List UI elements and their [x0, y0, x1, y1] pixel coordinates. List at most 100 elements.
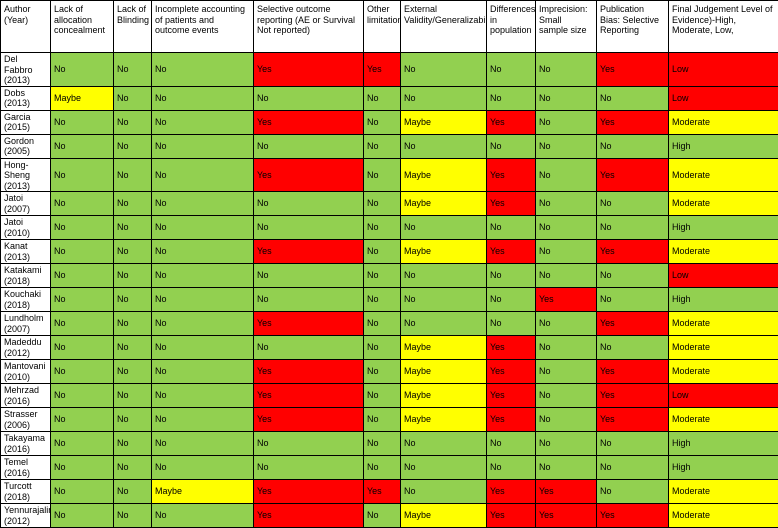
rating-cell: Yes [597, 408, 669, 432]
rating-cell: Yes [364, 53, 401, 87]
rating-cell: No [152, 336, 254, 360]
rating-cell: No [364, 288, 401, 312]
rating-cell: Maybe [401, 336, 487, 360]
rating-cell: No [152, 264, 254, 288]
column-header: Lack of Blinding [114, 1, 152, 53]
rating-cell: Yes [597, 312, 669, 336]
rating-cell: No [51, 134, 114, 158]
column-header: External Validity/Generalizability/Appli… [401, 1, 487, 53]
rating-cell: No [364, 110, 401, 134]
rating-cell: No [597, 264, 669, 288]
rating-cell: No [536, 408, 597, 432]
author-cell: Jatoi (2010) [1, 216, 51, 240]
rating-cell: No [487, 86, 536, 110]
rating-cell: Moderate [669, 192, 778, 216]
rating-cell: Yes [254, 312, 364, 336]
rating-cell: No [536, 264, 597, 288]
rating-cell: No [51, 216, 114, 240]
rating-cell: No [536, 336, 597, 360]
rating-cell: No [114, 134, 152, 158]
author-cell: Yennurajalingam (2012) [1, 504, 51, 528]
rating-cell: No [51, 504, 114, 528]
rating-cell: No [364, 216, 401, 240]
rating-cell: No [597, 134, 669, 158]
rating-cell: No [536, 312, 597, 336]
rating-cell: No [152, 360, 254, 384]
rating-cell: No [536, 384, 597, 408]
rating-cell: No [536, 216, 597, 240]
table-row: Yennurajalingam (2012)NoNoNoYesNoMaybeYe… [1, 504, 778, 528]
author-cell: Temel (2016) [1, 456, 51, 480]
rating-cell: No [152, 456, 254, 480]
column-header: Final Judgement Level of Evidence)-High,… [669, 1, 778, 53]
rating-cell: No [401, 480, 487, 504]
rating-cell: No [401, 312, 487, 336]
rating-cell: Yes [254, 158, 364, 192]
rating-cell: Moderate [669, 360, 778, 384]
rating-cell: No [536, 86, 597, 110]
rating-cell: No [254, 86, 364, 110]
rating-cell: No [487, 216, 536, 240]
rating-cell: No [152, 504, 254, 528]
rating-cell: Yes [487, 336, 536, 360]
author-cell: Kouchaki (2018) [1, 288, 51, 312]
rating-cell: Yes [254, 360, 364, 384]
rating-cell: No [401, 134, 487, 158]
rating-cell: No [364, 134, 401, 158]
rating-cell: No [114, 480, 152, 504]
rating-cell: No [597, 480, 669, 504]
rating-cell: No [401, 53, 487, 87]
rating-cell: No [364, 264, 401, 288]
rating-cell: No [487, 134, 536, 158]
rating-cell: No [114, 408, 152, 432]
rating-cell: No [536, 456, 597, 480]
rating-cell: No [401, 216, 487, 240]
rating-cell: High [669, 216, 778, 240]
rating-cell: No [51, 288, 114, 312]
rating-cell: No [536, 240, 597, 264]
rating-cell: No [51, 158, 114, 192]
rating-cell: No [152, 312, 254, 336]
rating-cell: High [669, 288, 778, 312]
rating-cell: No [254, 456, 364, 480]
rating-cell: Yes [487, 360, 536, 384]
rating-cell: High [669, 456, 778, 480]
rating-cell: Maybe [51, 86, 114, 110]
rating-cell: Moderate [669, 240, 778, 264]
rating-cell: No [364, 158, 401, 192]
rating-cell: No [152, 240, 254, 264]
rating-cell: Maybe [401, 504, 487, 528]
rating-cell: No [114, 432, 152, 456]
rating-cell: No [401, 432, 487, 456]
rating-cell: No [597, 216, 669, 240]
column-header: Imprecision: Small sample size [536, 1, 597, 53]
rating-cell: No [51, 408, 114, 432]
rating-cell: Low [669, 264, 778, 288]
rating-cell: No [152, 432, 254, 456]
rating-cell: No [152, 216, 254, 240]
rating-cell: Yes [364, 480, 401, 504]
rating-cell: No [597, 86, 669, 110]
rating-cell: Yes [536, 288, 597, 312]
rating-cell: Low [669, 384, 778, 408]
rating-cell: Low [669, 86, 778, 110]
author-cell: Garcia (2015) [1, 110, 51, 134]
rating-cell: No [114, 158, 152, 192]
rating-cell: No [51, 360, 114, 384]
rating-cell: No [536, 158, 597, 192]
rating-cell: Moderate [669, 504, 778, 528]
rating-cell: No [51, 432, 114, 456]
rating-cell: Maybe [401, 408, 487, 432]
rating-cell: Maybe [401, 240, 487, 264]
rating-cell: Moderate [669, 336, 778, 360]
rating-cell: Moderate [669, 110, 778, 134]
rating-cell: Yes [597, 384, 669, 408]
